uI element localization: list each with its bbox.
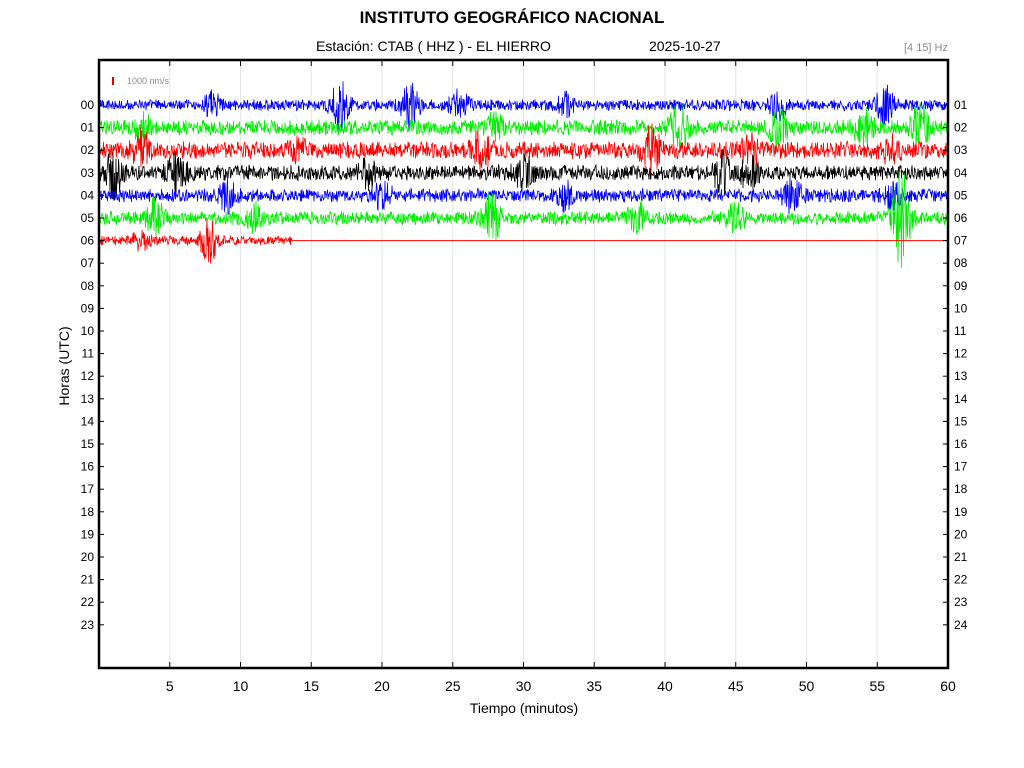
y-tick-label-left: 03 (81, 166, 95, 180)
y-tick-label-right: 11 (954, 324, 967, 338)
y-tick-label-right: 20 (954, 527, 968, 541)
y-tick-label-left: 21 (81, 573, 95, 587)
y-tick-label-right: 10 (954, 301, 968, 315)
scale-label: 1000 nm/s (127, 76, 170, 86)
y-tick-label-left: 01 (81, 121, 95, 135)
y-tick-label-right: 24 (954, 618, 968, 632)
y-tick-label-right: 13 (954, 369, 968, 383)
y-tick-label-left: 15 (81, 437, 95, 451)
y-tick-label-left: 05 (81, 211, 95, 225)
y-tick-label-right: 17 (954, 460, 968, 474)
trace-hour-00 (98, 81, 949, 133)
y-tick-label-right: 04 (954, 166, 968, 180)
x-tick-label: 40 (657, 678, 673, 694)
y-tick-label-left: 14 (81, 414, 95, 428)
y-tick-label-left: 19 (81, 527, 95, 541)
y-tick-label-right: 19 (954, 505, 968, 519)
trace-hour-01 (98, 102, 949, 152)
trace-hour-05 (98, 171, 949, 268)
x-tick-label: 30 (516, 678, 532, 694)
y-tick-label-left: 00 (81, 98, 95, 112)
y-tick-label-right: 05 (954, 188, 968, 202)
y-tick-label-left: 16 (81, 460, 95, 474)
y-tick-label-left: 17 (81, 482, 95, 496)
y-tick-label-left: 06 (81, 234, 95, 248)
y-tick-label-left: 08 (81, 279, 95, 293)
y-tick-label-left: 22 (81, 595, 95, 609)
x-tick-label: 10 (233, 678, 249, 694)
y-tick-label-right: 18 (954, 482, 968, 496)
y-tick-label-right: 08 (954, 256, 968, 270)
y-tick-label-right: 15 (954, 414, 968, 428)
trace-hour-03 (98, 149, 949, 201)
x-axis-label: Tiempo (minutos) (469, 700, 579, 716)
x-tick-label: 35 (586, 678, 602, 694)
x-tick-label: 20 (374, 678, 390, 694)
y-tick-label-right: 16 (954, 437, 968, 451)
x-tick-label: 5 (166, 678, 174, 694)
filter-band-label: [4 15] Hz (903, 42, 948, 54)
y-tick-label-right: 09 (954, 279, 968, 293)
x-tick-label: 15 (303, 678, 319, 694)
x-tick-label: 50 (799, 678, 815, 694)
y-tick-label-right: 06 (954, 211, 968, 225)
y-tick-label-right: 01 (954, 98, 968, 112)
y-axis-label: Horas (UTC) (56, 326, 72, 406)
y-tick-label-left: 13 (81, 392, 95, 406)
trace-hour-04 (98, 176, 949, 216)
y-tick-label-left: 18 (81, 505, 95, 519)
y-tick-label-left: 10 (81, 324, 95, 338)
y-tick-label-left: 12 (81, 369, 95, 383)
y-tick-label-right: 07 (954, 234, 968, 248)
plot-title: INSTITUTO GEOGRÁFICO NACIONAL (359, 8, 665, 27)
scale-bar (112, 77, 114, 85)
y-tick-label-left: 11 (82, 347, 95, 361)
y-tick-label-right: 03 (954, 143, 968, 157)
y-tick-label-left: 02 (81, 143, 95, 157)
y-tick-label-right: 22 (954, 573, 968, 587)
y-tick-label-right: 21 (954, 550, 968, 564)
date-label: 2025-10-27 (649, 38, 721, 54)
x-tick-label: 60 (940, 678, 956, 694)
y-tick-label-left: 20 (81, 550, 95, 564)
y-tick-label-right: 23 (954, 595, 968, 609)
y-tick-label-right: 14 (954, 392, 968, 406)
station-label: Estación: CTAB ( HHZ ) - EL HIERRO (316, 38, 551, 54)
y-tick-label-right: 02 (954, 121, 968, 135)
trace-hour-06 (98, 219, 293, 264)
x-tick-label: 45 (728, 678, 744, 694)
x-tick-label: 55 (869, 678, 885, 694)
x-tick-label: 25 (445, 678, 461, 694)
y-tick-label-left: 07 (81, 256, 95, 270)
trace-hour-02 (98, 123, 949, 180)
y-tick-label-left: 09 (81, 301, 95, 315)
y-tick-label-left: 23 (81, 618, 95, 632)
y-tick-label-left: 04 (81, 188, 95, 202)
y-tick-label-right: 12 (954, 347, 968, 361)
